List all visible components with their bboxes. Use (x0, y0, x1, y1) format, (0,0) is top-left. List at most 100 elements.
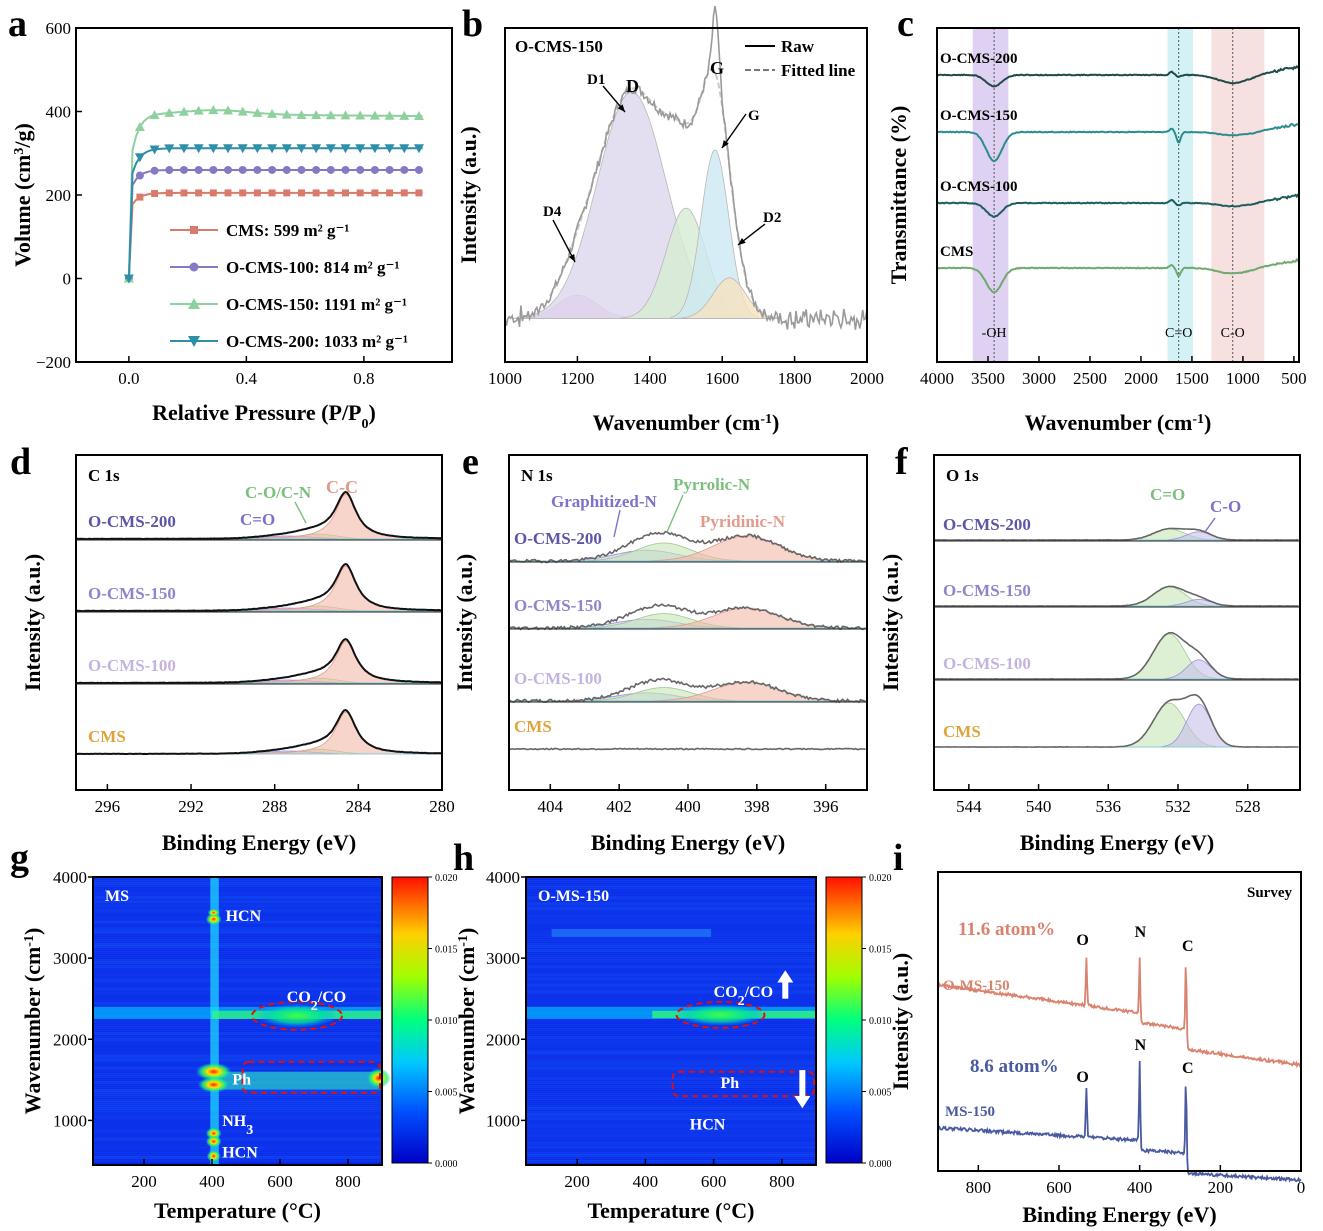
heatmap-streak (93, 1046, 382, 1050)
x-tick-label: 2000 (850, 369, 884, 388)
data-point (281, 144, 292, 154)
data-point (340, 110, 351, 120)
heatmap-streak (526, 999, 816, 1003)
heatmap-streak (93, 892, 382, 896)
series-label: O-CMS-150 (943, 581, 1031, 600)
heatmap-streak (526, 955, 816, 959)
species-label: HCN (690, 1116, 726, 1133)
xps-envelope-O-CMS-100 (508, 677, 866, 704)
heatmap-streak (93, 985, 382, 989)
heatmap-streak (93, 1034, 382, 1038)
series-label: O-MS-150 (943, 978, 1010, 994)
heatmap-streak (526, 1117, 816, 1121)
y-tick-label: 600 (46, 19, 72, 38)
colorbar-tick-label: 0.015 (869, 945, 892, 956)
x-tick-label: 402 (606, 797, 632, 816)
species-label: NH3 (222, 1113, 253, 1138)
data-point (312, 189, 320, 197)
x-tick-label: 800 (769, 1172, 795, 1191)
y-tick-label: 1000 (486, 1111, 520, 1130)
heatmap-streak (93, 1048, 382, 1052)
x-tick-label: 200 (1208, 1178, 1234, 1197)
heatmap-column (210, 877, 219, 1165)
heatmap-streak (526, 1038, 816, 1042)
y-tick-label: 3000 (486, 949, 520, 968)
heatmap-streak (93, 975, 382, 979)
heatmap-streak (93, 949, 382, 953)
data-point (253, 165, 262, 174)
heatmap-streak (526, 924, 816, 928)
heatmap-streak (93, 1101, 382, 1105)
panel-letter: e (462, 441, 479, 483)
y-tick-label: 200 (46, 186, 72, 205)
arrow-head (568, 254, 575, 262)
band--OH (972, 28, 1009, 362)
heatmap-streak (526, 975, 816, 979)
label-part: Wavenumber (cm (454, 947, 479, 1115)
heatmap-streak (93, 1103, 382, 1107)
heatmap-streak (526, 944, 816, 948)
heatmap-streak (93, 880, 382, 884)
heatmap-streak (526, 904, 816, 908)
heatmap-streak (93, 896, 382, 900)
heatmap-streak (93, 953, 382, 957)
heatmap-hotspot (366, 1068, 391, 1089)
data-point (134, 153, 145, 163)
panel-g: HCN CO2/CO Ph NH3 HCN 200 400 600 800 1000 2000 300… (20, 868, 458, 1223)
heatmap-streak (93, 944, 382, 948)
label-part: 3 (12, 148, 27, 155)
heatmap-streak (93, 1052, 382, 1056)
label-part: 0 (362, 417, 369, 432)
heatmap-streak (93, 1003, 382, 1007)
species-label: CO2/CO (287, 989, 346, 1014)
inner-title: O-MS-150 (538, 888, 609, 905)
x-tick-label: 400 (1127, 1178, 1153, 1197)
heatmap-streak (526, 1153, 816, 1157)
data-point (268, 165, 277, 174)
heatmap-streak (93, 918, 382, 922)
heatmap-streak (93, 947, 382, 951)
heatmap-streak (526, 1149, 816, 1153)
x-tick-label: 0.8 (353, 369, 374, 388)
heatmap-streak (93, 1137, 382, 1141)
colorbar-tick-label: 0.000 (435, 1159, 458, 1170)
label-part: Wavenumber (cm (593, 410, 761, 435)
heatmap-streak (526, 1115, 816, 1119)
arrow-down-head (794, 1096, 811, 1109)
heatmap-streak (93, 1097, 382, 1101)
band-label: C-O (1221, 326, 1245, 341)
data-point (178, 106, 189, 116)
raman-fit-peak-D2 (676, 277, 782, 319)
series-label: O-CMS-100 (940, 179, 1018, 195)
label-part: -1 (456, 935, 471, 947)
heatmap-streak (93, 1032, 382, 1036)
xps-envelope-O-CMS-100 (933, 631, 1299, 681)
heatmap-streak (526, 1026, 816, 1030)
data-point (267, 108, 278, 118)
axes-frame-d (75, 454, 443, 791)
heatmap-streak (526, 1001, 816, 1005)
heatmap-streak (526, 949, 816, 953)
isotherm-line-O-CMS-150 (127, 109, 423, 279)
data-point (193, 105, 204, 115)
heatmap-streak (526, 1022, 816, 1026)
heatmap-streak (526, 898, 816, 902)
data-point (193, 144, 204, 154)
data-point (369, 110, 380, 120)
heatmap-streak (526, 1076, 816, 1080)
heatmap-streak (93, 1042, 382, 1046)
highlight-box (241, 1060, 381, 1094)
xps-envelope-O-CMS-200 (508, 530, 866, 564)
peak-label: C (1182, 938, 1194, 955)
panel-letter: g (10, 837, 29, 879)
heatmap-streak (526, 1141, 816, 1145)
x-tick-label: 0 (1297, 1178, 1306, 1197)
heatmap-streak (526, 981, 816, 985)
peak-label: N (1135, 924, 1147, 941)
heatmap-streak (526, 1139, 816, 1143)
x-tick-label: 600 (701, 1172, 727, 1191)
survey-spectrum-O-MS-150 (937, 957, 1302, 1069)
axes-frame-i (937, 871, 1302, 1172)
species-label: CO2/CO (714, 984, 773, 1009)
heatmap-streak (526, 1068, 816, 1072)
